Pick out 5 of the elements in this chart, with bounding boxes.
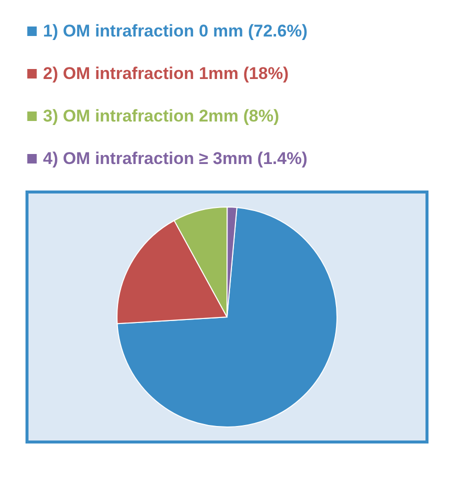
pie-slice <box>116 206 338 428</box>
legend-label: 1) OM intrafraction 0 mm (72.6%) <box>43 21 308 40</box>
legend-label: 4) OM intrafraction ≥ 3mm (1.4%) <box>43 148 308 168</box>
legend-label: 3) OM intrafraction 2mm (8%) <box>43 106 280 126</box>
legend-label: 2) OM intrafraction 1mm (18%) <box>43 64 289 83</box>
